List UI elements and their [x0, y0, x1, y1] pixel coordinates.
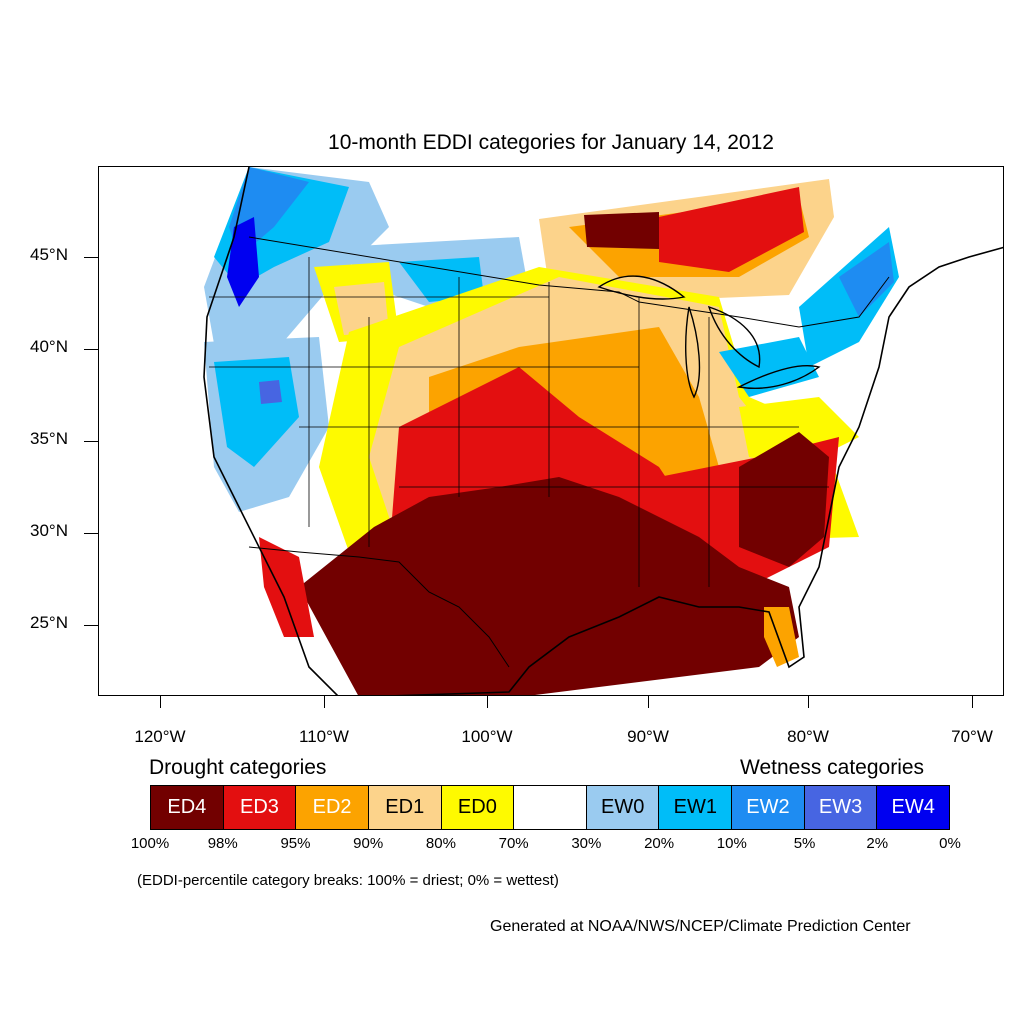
region-montana-ed1 [334, 282, 389, 335]
lon-label-120w: 120°W [134, 727, 186, 746]
region-northeast-ew2 [839, 242, 894, 317]
legend-break-label: 5% [793, 835, 816, 852]
lon-tick [648, 696, 649, 708]
lat-label-30n: 30°N [30, 521, 68, 540]
legend-swatch-ew2: EW2 [732, 786, 805, 829]
lat-label-25n: 25°N [30, 613, 68, 632]
great-lakes [597, 275, 821, 399]
legend-break-label: 70% [498, 835, 529, 852]
lat-label-35n: 35°N [30, 429, 68, 448]
region-south-ed4 [299, 477, 799, 695]
lat-tick [84, 533, 98, 534]
legend-swatch-ew4: EW4 [877, 786, 950, 829]
legend-swatch-ed1: ED1 [368, 786, 442, 829]
legend-wetness-title: Wetness categories [740, 756, 925, 779]
legend-swatch-ed3: ED3 [223, 786, 297, 829]
lon-tick [808, 696, 809, 708]
legend-drought-title: Drought categories [149, 756, 327, 779]
legend-break-label: 80% [425, 835, 456, 852]
legend-colorbar: ED4 ED3 ED2 ED1 ED0 EW0 EW1 EW2 EW3 EW4 [150, 785, 950, 830]
lon-label-70w: 70°W [951, 727, 993, 746]
coastline [203, 167, 1003, 695]
eddi-map [203, 167, 1003, 695]
region-great-lakes-ew1 [719, 337, 819, 397]
legend-swatch-ed2: ED2 [296, 786, 369, 829]
legend-break-label: 98% [207, 835, 238, 852]
legend-break-label: 95% [280, 835, 311, 852]
lon-label-100w: 100°W [461, 727, 513, 746]
credit-line: Generated at NOAA/NWS/NCEP/Climate Predi… [490, 918, 911, 935]
map-title: 10-month EDDI categories for January 14,… [328, 131, 774, 154]
region-montana-ew2 [399, 257, 484, 302]
lon-tick [160, 696, 161, 708]
state-lines [209, 257, 829, 587]
lon-tick [972, 696, 973, 708]
footnote: (EDDI-percentile category breaks: 100% =… [137, 872, 559, 889]
region-canada-ed3 [659, 187, 804, 272]
region-northwest-ew4 [227, 217, 259, 307]
region-southeast-ed4 [739, 432, 829, 567]
legend-swatch-neutral [514, 786, 587, 829]
legend-swatch-ew3: EW3 [804, 786, 878, 829]
lat-tick [84, 349, 98, 350]
region-baja-ed3 [259, 537, 314, 637]
lat-tick [84, 625, 98, 626]
legend-swatch-ew0: EW0 [586, 786, 660, 829]
legend-break-label: 90% [353, 835, 384, 852]
legend-break-label: 0% [939, 835, 961, 852]
legend-break-label: 20% [644, 835, 675, 852]
lon-label-110w: 110°W [299, 727, 349, 746]
lon-label-90w: 90°W [627, 727, 669, 746]
map-panel [98, 166, 1004, 696]
legend-break-label: 100% [130, 835, 170, 852]
lon-tick [324, 696, 325, 708]
lon-label-80w: 80°W [787, 727, 829, 746]
mexico-border [248, 546, 510, 668]
lat-label-40n: 40°N [30, 337, 68, 356]
legend-break-label: 2% [866, 835, 889, 852]
lat-tick [84, 257, 98, 258]
region-california-ew3 [259, 380, 282, 404]
legend-swatch-ed4: ED4 [151, 786, 224, 829]
legend-swatch-ed0: ED0 [441, 786, 515, 829]
lat-tick [84, 441, 98, 442]
legend-break-label: 30% [571, 835, 602, 852]
legend-swatch-ew1: EW1 [659, 786, 733, 829]
region-canada-ed4 [584, 212, 659, 249]
legend-break-label: 10% [716, 835, 747, 852]
lat-label-45n: 45°N [30, 245, 68, 264]
lon-tick [487, 696, 488, 708]
